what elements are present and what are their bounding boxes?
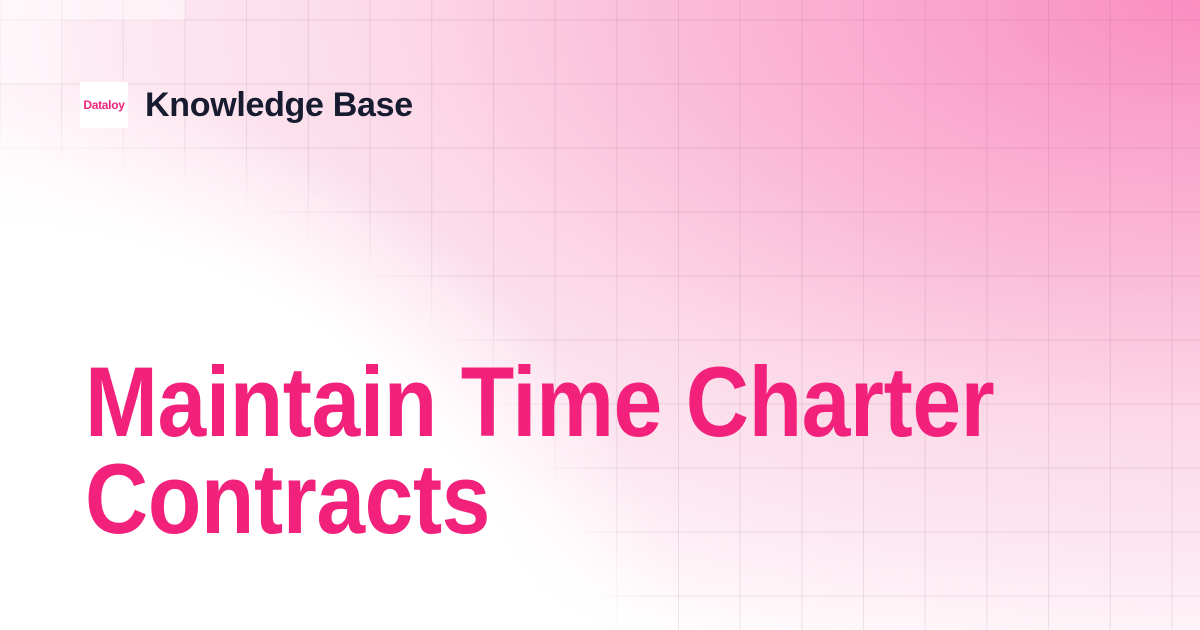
grid-highlight-cell — [0, 0, 185, 20]
brand-header: Dataloy Knowledge Base — [80, 82, 413, 128]
grid-highlight-cell — [0, 20, 62, 84]
site-name: Knowledge Base — [145, 85, 413, 124]
dataloy-logo-text: Dataloy — [83, 98, 125, 112]
page-title: Maintain Time Charter Contracts — [85, 346, 995, 554]
dataloy-logo: Dataloy — [80, 82, 128, 128]
